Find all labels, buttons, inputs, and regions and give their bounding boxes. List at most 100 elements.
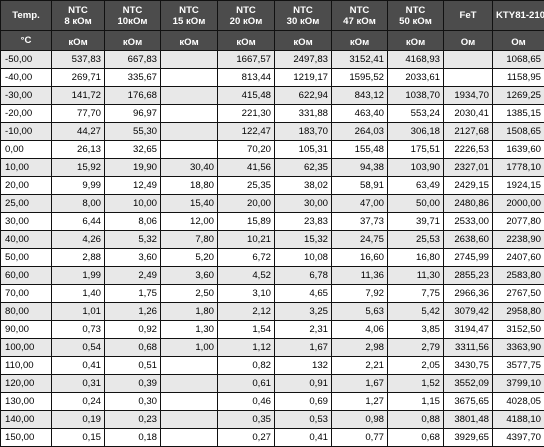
value-cell — [444, 69, 493, 87]
value-cell — [161, 375, 218, 393]
value-cell: 15,40 — [161, 195, 218, 213]
header-unit: Ом — [493, 31, 544, 51]
value-cell: 1,26 — [105, 303, 161, 321]
temperature-cell: 60,00 — [1, 267, 52, 285]
value-cell: 4028,05 — [493, 393, 544, 411]
value-cell: 264,03 — [332, 123, 388, 141]
value-cell: 15,32 — [275, 231, 332, 249]
header-sensor: KTY81-210 — [493, 1, 544, 31]
value-cell: 15,92 — [52, 159, 105, 177]
value-cell: 39,71 — [388, 213, 444, 231]
value-cell — [161, 393, 218, 411]
value-cell — [161, 141, 218, 159]
value-cell: 2583,80 — [493, 267, 544, 285]
value-cell: 6,72 — [218, 249, 275, 267]
value-cell: 0,61 — [218, 375, 275, 393]
value-cell: 0,92 — [105, 321, 161, 339]
value-cell: 3194,47 — [444, 321, 493, 339]
header-unit: кОм — [52, 31, 105, 51]
value-cell: 0,31 — [52, 375, 105, 393]
value-cell: 2,05 — [388, 357, 444, 375]
value-cell — [161, 357, 218, 375]
header-unit: Ом — [444, 31, 493, 51]
value-cell: 0,18 — [105, 429, 161, 447]
value-cell: 141,72 — [52, 87, 105, 105]
value-cell: 2327,01 — [444, 159, 493, 177]
value-cell: 2407,60 — [493, 249, 544, 267]
value-cell — [161, 87, 218, 105]
temperature-cell: 0,00 — [1, 141, 52, 159]
value-cell: 19,90 — [105, 159, 161, 177]
value-cell: 5,20 — [161, 249, 218, 267]
header-sensor: FeT — [444, 1, 493, 31]
value-cell: 70,20 — [218, 141, 275, 159]
value-cell: 2429,15 — [444, 177, 493, 195]
value-cell: 1,80 — [161, 303, 218, 321]
value-cell: 1385,15 — [493, 105, 544, 123]
value-cell: 18,80 — [161, 177, 218, 195]
value-cell: 3799,10 — [493, 375, 544, 393]
value-cell: 3311,56 — [444, 339, 493, 357]
value-cell: 24,75 — [332, 231, 388, 249]
value-cell: 2,21 — [332, 357, 388, 375]
value-cell: 1,67 — [275, 339, 332, 357]
value-cell: 2638,60 — [444, 231, 493, 249]
value-cell: 8,06 — [105, 213, 161, 231]
value-cell: 0,88 — [388, 411, 444, 429]
value-cell: 30,40 — [161, 159, 218, 177]
value-cell: 269,71 — [52, 69, 105, 87]
value-cell: 23,83 — [275, 213, 332, 231]
value-cell: 2127,68 — [444, 123, 493, 141]
value-cell: 7,92 — [332, 285, 388, 303]
value-cell: 2,50 — [161, 285, 218, 303]
header-unit: кОм — [218, 31, 275, 51]
value-cell: 3552,09 — [444, 375, 493, 393]
value-cell: 183,70 — [275, 123, 332, 141]
value-cell: 0,53 — [275, 411, 332, 429]
value-cell: 10,00 — [105, 195, 161, 213]
value-cell — [161, 429, 218, 447]
value-cell: 2855,23 — [444, 267, 493, 285]
value-cell: 12,00 — [161, 213, 218, 231]
value-cell: 25,35 — [218, 177, 275, 195]
temperature-cell: 70,00 — [1, 285, 52, 303]
value-cell: 0,82 — [218, 357, 275, 375]
value-cell: 622,94 — [275, 87, 332, 105]
value-cell: 667,83 — [105, 51, 161, 69]
value-cell: 6,44 — [52, 213, 105, 231]
value-cell: 4,52 — [218, 267, 275, 285]
value-cell: 62,35 — [275, 159, 332, 177]
value-cell: 3,10 — [218, 285, 275, 303]
value-cell: 6,78 — [275, 267, 332, 285]
value-cell: 2,98 — [332, 339, 388, 357]
value-cell: 0,19 — [52, 411, 105, 429]
value-cell: 175,51 — [388, 141, 444, 159]
value-cell: 221,30 — [218, 105, 275, 123]
value-cell: 813,44 — [218, 69, 275, 87]
value-cell: 32,65 — [105, 141, 161, 159]
value-cell: 105,31 — [275, 141, 332, 159]
value-cell: 331,88 — [275, 105, 332, 123]
value-cell: 58,91 — [332, 177, 388, 195]
value-cell: 7,75 — [388, 285, 444, 303]
value-cell: 176,68 — [105, 87, 161, 105]
value-cell: 3577,75 — [493, 357, 544, 375]
temperature-cell: 150,00 — [1, 429, 52, 447]
value-cell: 37,73 — [332, 213, 388, 231]
temperature-cell: 40,00 — [1, 231, 52, 249]
value-cell: 4168,93 — [388, 51, 444, 69]
value-cell: 1924,15 — [493, 177, 544, 195]
value-cell: 16,60 — [332, 249, 388, 267]
value-cell: 2,49 — [105, 267, 161, 285]
value-cell: 7,80 — [161, 231, 218, 249]
value-cell: 3,60 — [105, 249, 161, 267]
value-cell: 1038,70 — [388, 87, 444, 105]
